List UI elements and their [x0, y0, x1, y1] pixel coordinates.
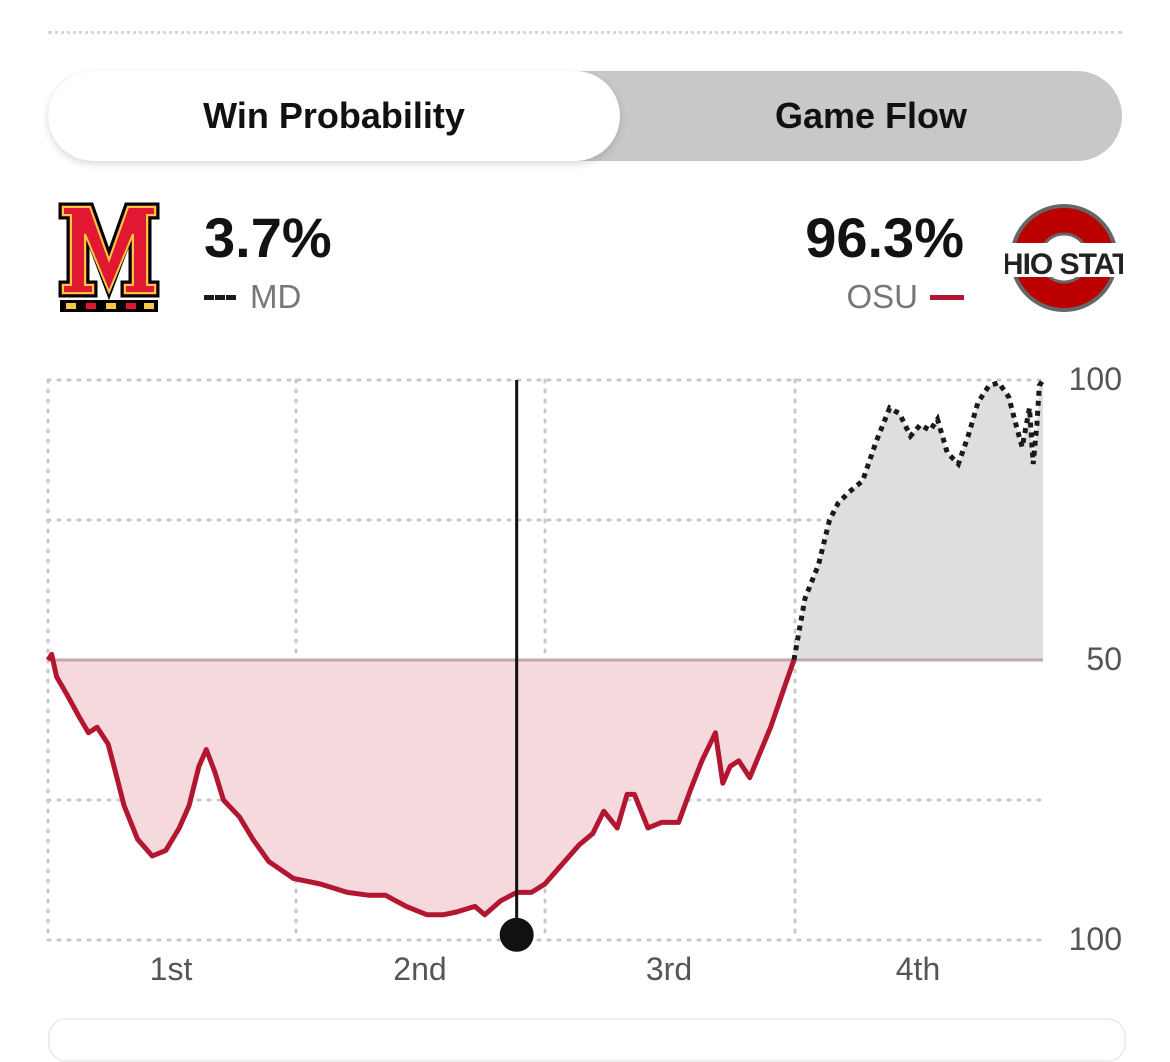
- home-team-legend: MD: [204, 278, 301, 316]
- x-tick-label: 1st: [150, 951, 193, 987]
- home-team-abbr: MD: [250, 278, 302, 315]
- y-tick-label: 50: [1086, 641, 1122, 677]
- away-team-legend: OSU: [846, 278, 964, 316]
- next-card: [48, 1018, 1126, 1062]
- x-tick-label: 4th: [896, 951, 940, 987]
- chart-toggle: Win Probability Game Flow: [48, 71, 1122, 161]
- solid-legend-line: [930, 294, 964, 300]
- x-tick-label: 2nd: [393, 951, 446, 987]
- away-team-abbr: OSU: [846, 278, 918, 315]
- md-line: [791, 378, 1046, 661]
- y-tick-label: 100: [1069, 361, 1122, 397]
- md-area: [793, 380, 1043, 660]
- svg-text:OHIO STATE: OHIO STATE: [1005, 248, 1123, 281]
- dashed-legend-line: [204, 294, 236, 300]
- x-tick-label: 3rd: [646, 951, 692, 987]
- tab-game-flow[interactable]: Game Flow: [774, 95, 968, 136]
- top-divider: [48, 31, 1122, 34]
- win-probability-chart: 100 50 100 1st 2nd 3rd 4th: [45, 361, 1122, 987]
- away-win-pct: 96.3%: [805, 206, 964, 269]
- tab-win-probability[interactable]: Win Probability: [48, 71, 620, 161]
- osu-area: [48, 654, 794, 915]
- osu-line: [45, 651, 797, 918]
- y-tick-label: 100: [1069, 921, 1122, 957]
- maryland-logo-icon: [58, 202, 160, 312]
- home-win-pct: 3.7%: [204, 206, 332, 269]
- ohio-state-logo-icon: OHIO STATE: [1005, 204, 1123, 312]
- current-marker-dot: [499, 917, 534, 952]
